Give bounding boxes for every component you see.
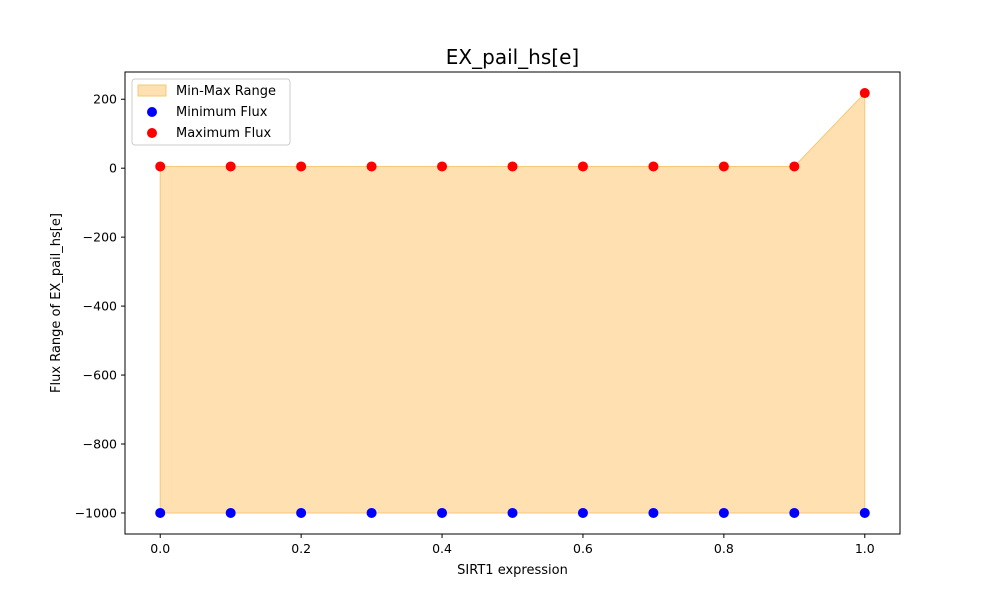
maximum-flux-point xyxy=(296,161,307,172)
maximum-flux-point xyxy=(437,161,448,172)
minimum-flux-point xyxy=(577,507,588,518)
x-tick-label: 0.4 xyxy=(432,541,452,556)
legend-label-minimum-flux: Minimum Flux xyxy=(176,105,268,120)
maximum-flux-point xyxy=(155,161,166,172)
y-tick-label: −400 xyxy=(83,299,117,314)
legend-label-maximum-flux: Maximum Flux xyxy=(176,126,272,141)
x-tick-label: 0.0 xyxy=(150,541,170,556)
plot-area xyxy=(155,88,870,518)
legend-marker-minimum-flux xyxy=(147,107,157,117)
legend-swatch-min-max-range xyxy=(137,84,167,97)
legend-box xyxy=(131,78,291,146)
minimum-flux-point xyxy=(789,507,800,518)
minimum-flux-series xyxy=(155,507,870,518)
maximum-flux-point xyxy=(577,161,588,172)
chart-title: EX_pail_hs[e] xyxy=(446,45,579,69)
minimum-flux-point xyxy=(648,507,659,518)
maximum-flux-point xyxy=(648,161,659,172)
x-axis-ticks: 0.0 0.2 0.4 0.6 0.8 1.0 xyxy=(150,534,875,556)
maximum-flux-point xyxy=(225,161,236,172)
axes-frame xyxy=(124,71,901,535)
x-tick-label: 0.2 xyxy=(291,541,311,556)
legend: Min-Max Range Minimum Flux Maximum Flux xyxy=(131,78,291,146)
y-tick-label: −800 xyxy=(83,437,117,452)
y-tick-label: 0 xyxy=(109,161,117,176)
maximum-flux-point xyxy=(366,161,377,172)
maximum-flux-series xyxy=(155,88,870,172)
y-tick-label: −200 xyxy=(83,230,117,245)
minimum-flux-point xyxy=(296,507,307,518)
y-axis-label: Flux Range of EX_pail_hs[e] xyxy=(49,213,64,393)
minimum-flux-point xyxy=(507,507,518,518)
minimum-flux-point xyxy=(437,507,448,518)
y-tick-label: 200 xyxy=(93,92,117,107)
x-tick-label: 1.0 xyxy=(855,541,875,556)
y-tick-label: −600 xyxy=(83,368,117,383)
minimum-flux-point xyxy=(366,507,377,518)
minimum-flux-point xyxy=(718,507,729,518)
x-tick-label: 0.8 xyxy=(714,541,734,556)
maximum-flux-point xyxy=(789,161,800,172)
y-axis-ticks: 200 0 −200 −400 −600 −800 −1000 xyxy=(75,92,125,520)
maximum-flux-point xyxy=(718,161,729,172)
y-tick-label: −1000 xyxy=(75,505,117,520)
legend-marker-maximum-flux xyxy=(147,128,157,138)
legend-label-min-max-range: Min-Max Range xyxy=(176,84,276,99)
maximum-flux-point xyxy=(507,161,518,172)
maximum-flux-point xyxy=(859,88,870,99)
minimum-flux-point xyxy=(155,507,166,518)
x-axis-label: SIRT1 expression xyxy=(457,563,568,578)
x-tick-label: 0.6 xyxy=(573,541,593,556)
minimum-flux-point xyxy=(859,507,870,518)
minimum-flux-point xyxy=(225,507,236,518)
